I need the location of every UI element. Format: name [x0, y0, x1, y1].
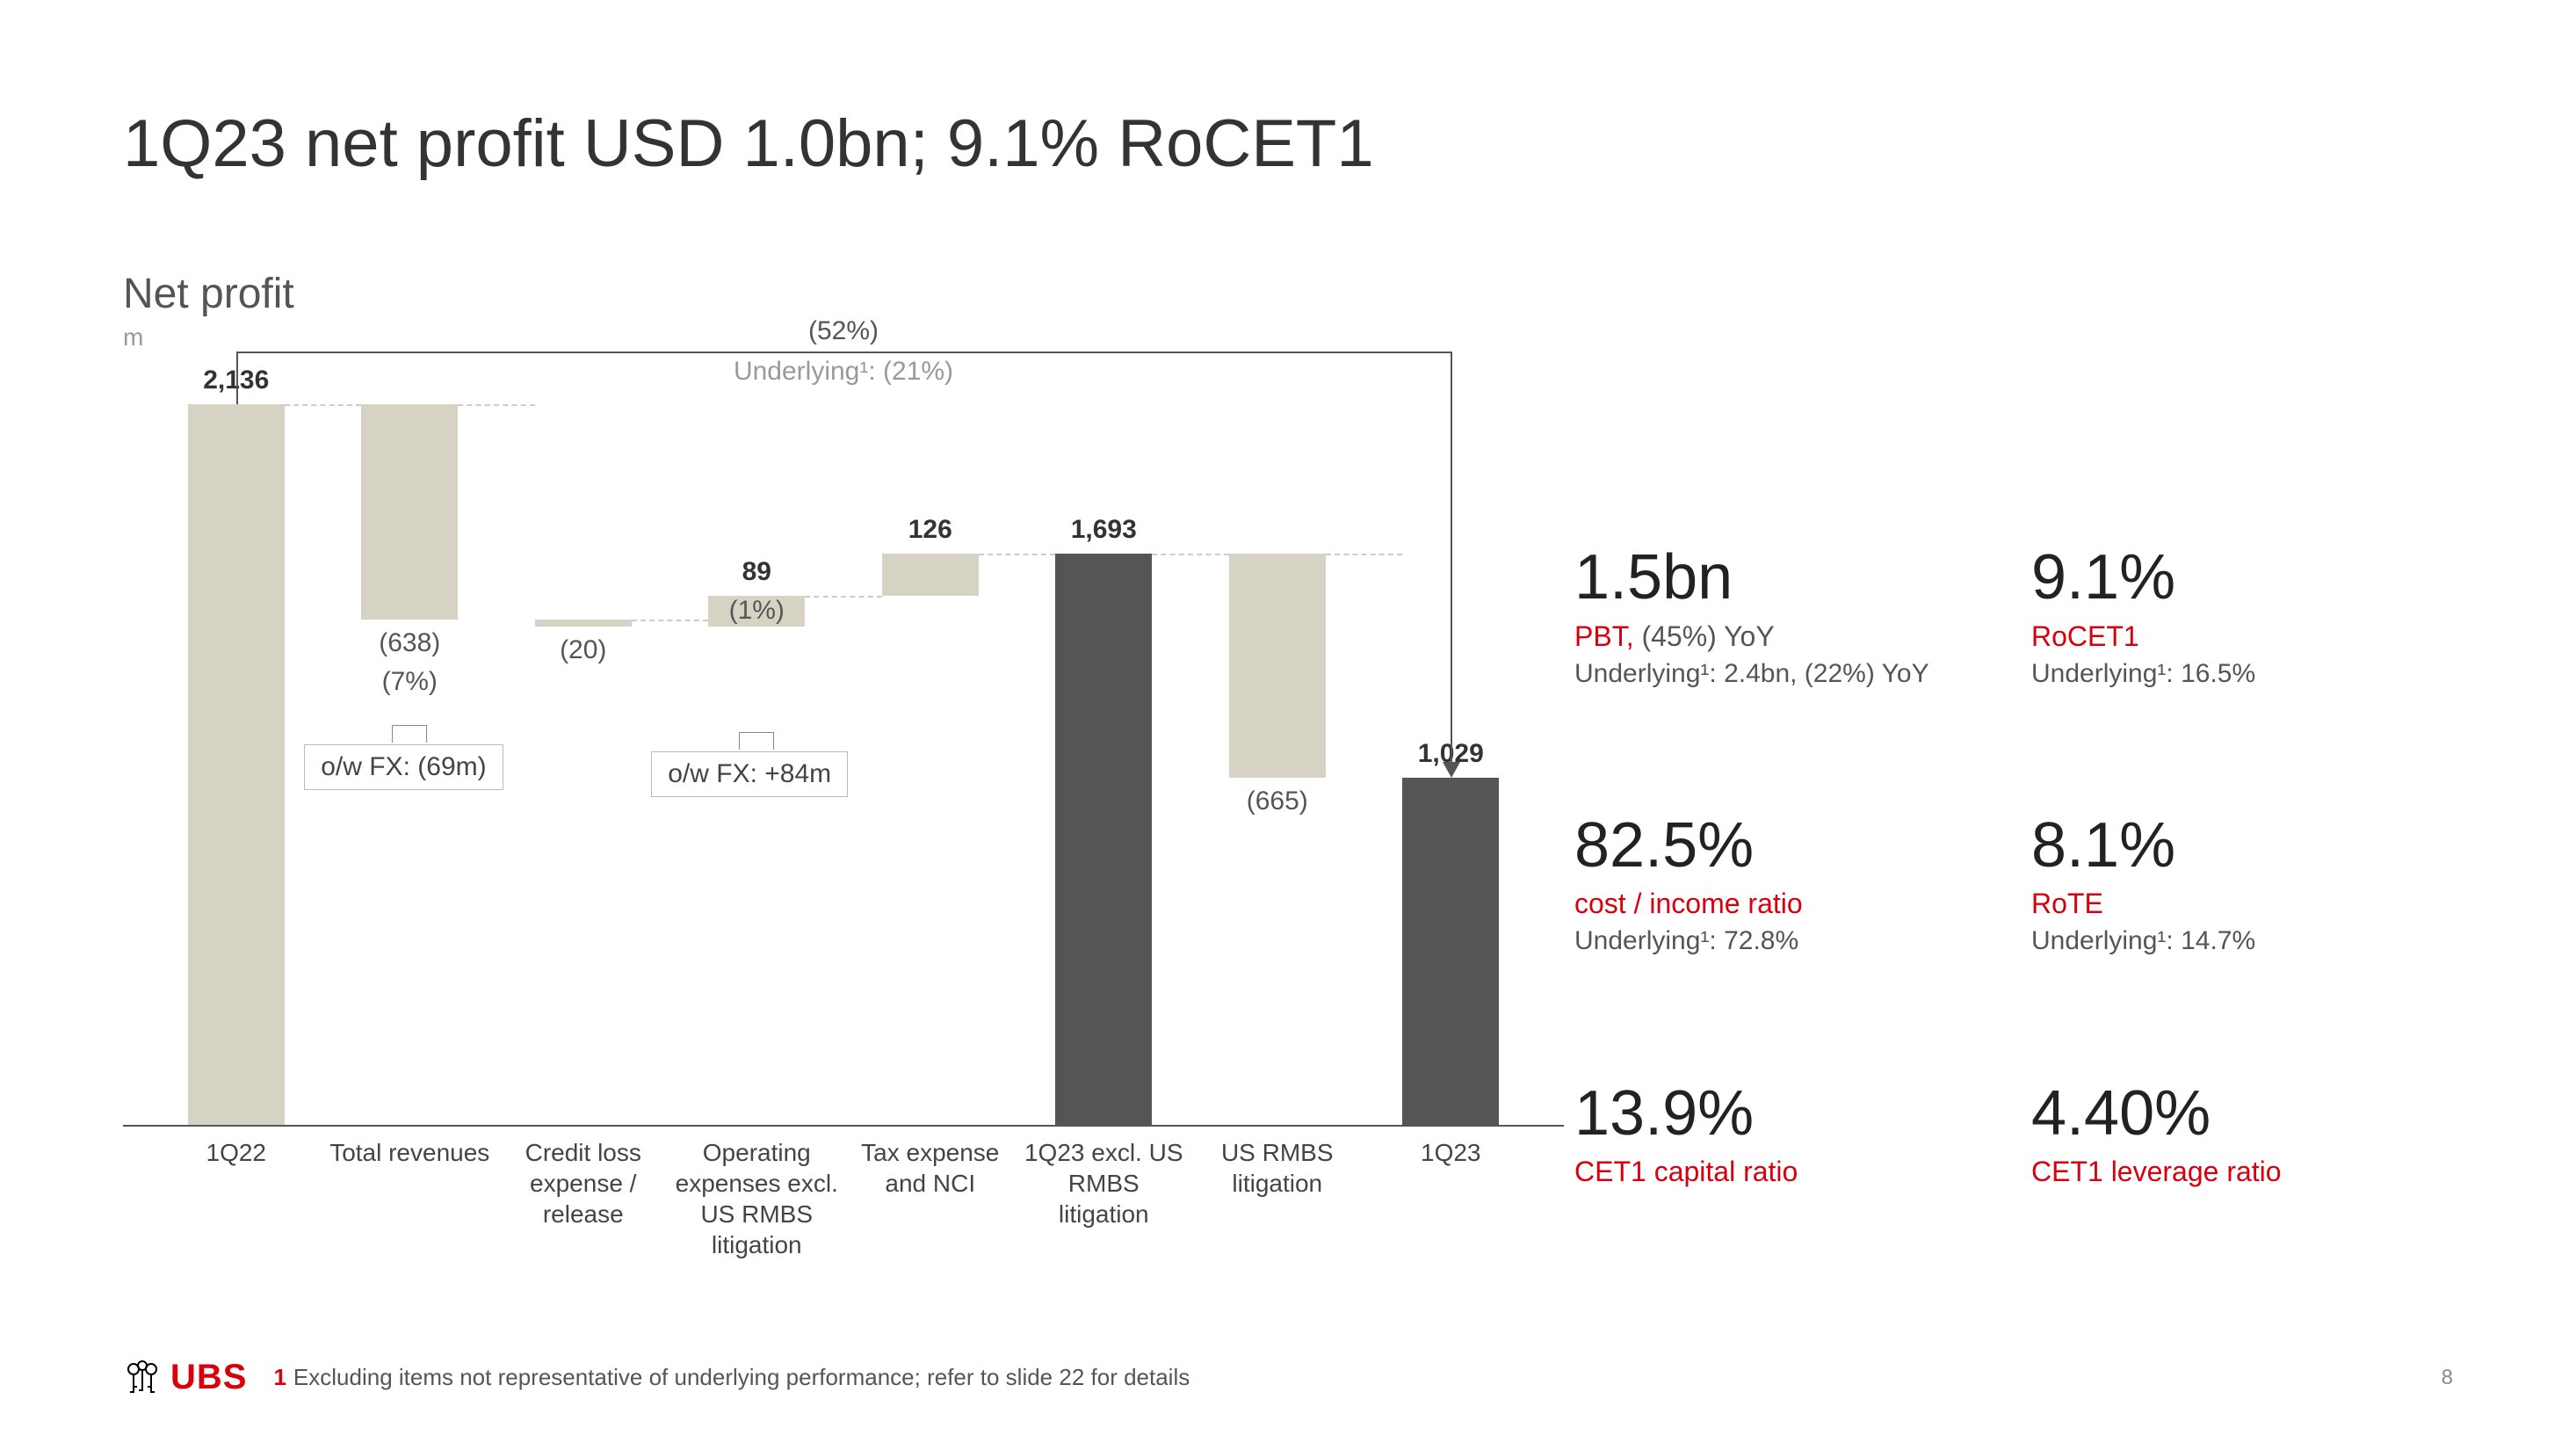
category-label: 1Q22	[153, 1137, 320, 1178]
page-title: 1Q23 net profit USD 1.0bn; 9.1% RoCET1	[123, 105, 2453, 182]
bar-pct-label: (7%)	[330, 667, 488, 697]
waterfall-bar	[1229, 554, 1326, 778]
metric-cell: 4.40% CET1 leverage ratio	[2031, 1081, 2453, 1230]
bar-value-label: (20)	[504, 635, 662, 665]
bar-value-label: (638)	[330, 628, 488, 658]
metric-red-label: RoTE	[2031, 888, 2453, 920]
category-label: 1Q23	[1368, 1137, 1535, 1178]
metric-value: 13.9%	[1574, 1081, 1996, 1148]
metric-cell: 9.1% RoCET1Underlying¹: 16.5%	[2031, 545, 2453, 734]
waterfall-bar	[882, 554, 979, 596]
section-unit: m	[123, 323, 2453, 352]
metric-note: Underlying¹: 72.8%	[1574, 924, 1996, 960]
metric-note: Underlying¹: 2.4bn, (22%) YoY	[1574, 656, 1996, 692]
metric-red-label: cost / income ratio	[1574, 888, 1996, 920]
category-label: Tax expense and NCI	[847, 1137, 1014, 1178]
waterfall-bar	[361, 404, 458, 620]
metrics-grid: 1.5bn PBT, (45%) YoYUnderlying¹: 2.4bn, (…	[1574, 545, 2453, 1230]
category-label: Total revenues	[327, 1137, 494, 1178]
metric-red-label: CET1 capital ratio	[1574, 1156, 1996, 1188]
footnote: 1Excluding items not representative of u…	[273, 1364, 1190, 1391]
waterfall-bar	[535, 620, 632, 627]
bar-value-label: 1,693	[1024, 515, 1183, 545]
ubs-keys-icon	[123, 1359, 162, 1397]
bar-pct-label: (1%)	[677, 596, 836, 626]
metric-value: 9.1%	[2031, 545, 2453, 612]
metric-note: Underlying¹: 16.5%	[2031, 656, 2453, 692]
category-label: Operating expenses excl. US RMBS litigat…	[674, 1137, 841, 1178]
waterfall-bar	[188, 404, 285, 1125]
metric-value: 8.1%	[2031, 813, 2453, 880]
footer: UBS 1Excluding items not representative …	[123, 1358, 2453, 1397]
metric-red-label: PBT, (45%) YoY	[1574, 620, 1996, 653]
metric-value: 4.40%	[2031, 1081, 2453, 1148]
section-title: Net profit	[123, 270, 2453, 318]
fx-callout: o/w FX: (69m)	[304, 744, 503, 790]
category-label: 1Q23 excl. US RMBS litigation	[1021, 1137, 1188, 1178]
metric-cell: 13.9% CET1 capital ratio	[1574, 1081, 1996, 1230]
metric-red-label: RoCET1	[2031, 620, 2453, 653]
bar-value-label: (665)	[1198, 787, 1357, 816]
waterfall-bar	[1055, 554, 1152, 1125]
waterfall-chart: 2,1361Q22(638)(7%)Total revenues(20)Cred…	[123, 352, 1434, 1230]
category-label: US RMBS litigation	[1194, 1137, 1361, 1178]
metric-cell: 82.5% cost / income ratio Underlying¹: 72.…	[1574, 813, 1996, 1002]
bar-value-label: 89	[677, 557, 836, 587]
fx-callout: o/w FX: +84m	[651, 751, 848, 797]
metric-value: 82.5%	[1574, 813, 1996, 880]
page-number: 8	[2442, 1366, 2453, 1390]
category-label: Credit loss expense / release	[500, 1137, 667, 1178]
metric-red-label: CET1 leverage ratio	[2031, 1156, 2453, 1188]
metric-note: Underlying¹: 14.7%	[2031, 924, 2453, 960]
metric-value: 1.5bn	[1574, 545, 1996, 612]
bar-value-label: 126	[851, 515, 1009, 545]
metric-cell: 1.5bn PBT, (45%) YoYUnderlying¹: 2.4bn, (…	[1574, 545, 1996, 734]
bracket-underlying: Underlying¹: (21%)	[712, 357, 975, 387]
metric-cell: 8.1% RoTE Underlying¹: 14.7%	[2031, 813, 2453, 1002]
ubs-logo-text: UBS	[170, 1358, 247, 1397]
waterfall-bar	[1402, 778, 1499, 1125]
ubs-logo: UBS	[123, 1358, 247, 1397]
bracket-pct: (52%)	[791, 316, 896, 346]
